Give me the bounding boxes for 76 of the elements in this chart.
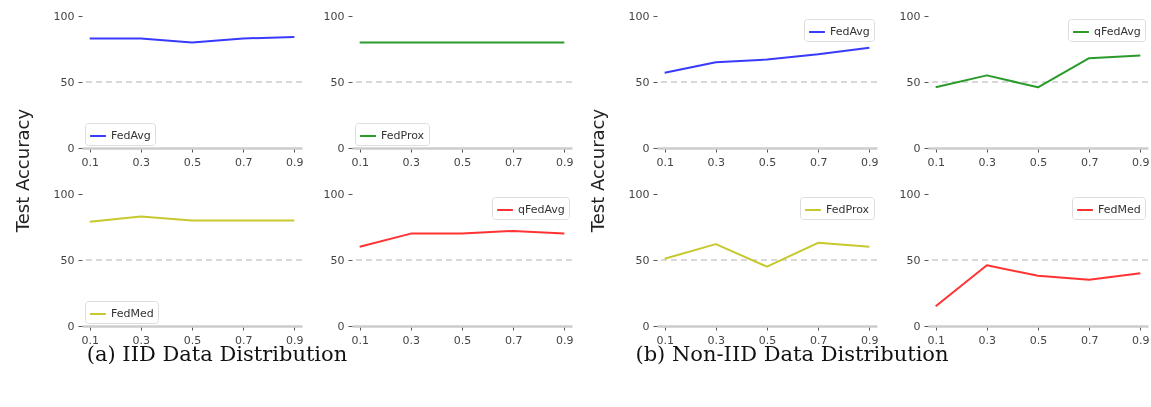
y-tick-label: 0 xyxy=(642,319,650,333)
x-tick-label: 0.3 xyxy=(978,155,997,169)
y-tick-label: 100 xyxy=(53,9,75,23)
x-tick-label: 0.3 xyxy=(402,155,421,169)
x-tick-label: 0.9 xyxy=(1132,333,1150,347)
y-tick-label: 50 xyxy=(906,75,921,89)
y-tick-label: 100 xyxy=(628,9,650,23)
x-tick-label: 0.5 xyxy=(758,155,777,169)
x-tick-label: 0.9 xyxy=(861,155,879,169)
x-tick-label: 0.3 xyxy=(132,155,151,169)
x-tick-label: 0.3 xyxy=(707,155,726,169)
x-tick-label: 0.5 xyxy=(183,155,202,169)
x-tick-label: 0.5 xyxy=(1029,333,1048,347)
x-tick-label: 0.5 xyxy=(758,333,777,347)
x-tick-label: 0.5 xyxy=(183,333,202,347)
x-tick-label: 0.3 xyxy=(707,333,726,347)
legend-label: FedMed xyxy=(1098,203,1141,216)
x-tick-label: 0.9 xyxy=(861,333,879,347)
line-series xyxy=(663,241,871,268)
x-tick-label: 0.1 xyxy=(656,155,674,169)
x-tick-label: 0.7 xyxy=(809,155,828,169)
legend-label: FedProx xyxy=(826,203,870,216)
y-tick-label: 100 xyxy=(53,187,75,201)
y-tick-label: 0 xyxy=(67,141,75,155)
x-tick-label: 0.7 xyxy=(504,333,523,347)
y-tick-label: 50 xyxy=(906,253,921,267)
x-tick-label: 0.9 xyxy=(286,155,304,169)
x-tick-label: 0.1 xyxy=(927,155,945,169)
x-tick-label: 0.9 xyxy=(556,333,574,347)
x-tick-label: 0.5 xyxy=(453,333,472,347)
y-axis-title: Test Accuracy xyxy=(11,107,33,235)
y-axis-title: Test Accuracy xyxy=(586,107,608,235)
x-tick-label: 0.5 xyxy=(453,155,472,169)
x-tick-label: 0.7 xyxy=(809,333,828,347)
x-tick-label: 0.7 xyxy=(504,155,523,169)
line-series xyxy=(934,54,1142,89)
x-tick-label: 0.7 xyxy=(1080,333,1099,347)
x-tick-label: 0.1 xyxy=(81,155,99,169)
y-tick-label: 50 xyxy=(635,253,650,267)
y-tick-label: 50 xyxy=(60,75,75,89)
y-tick-label: 100 xyxy=(323,187,345,201)
x-tick-label: 0.1 xyxy=(351,155,369,169)
legend-label: qFedAvg xyxy=(518,203,565,216)
y-tick-label: 50 xyxy=(60,253,75,267)
y-tick-label: 0 xyxy=(337,319,345,333)
y-tick-label: 0 xyxy=(913,319,921,333)
x-tick-label: 0.7 xyxy=(234,155,253,169)
line-series xyxy=(663,46,871,74)
y-tick-label: 50 xyxy=(635,75,650,89)
y-tick-label: 0 xyxy=(913,141,921,155)
line-series xyxy=(934,264,1142,308)
y-tick-label: 100 xyxy=(323,9,345,23)
legend-label: FedMed xyxy=(111,307,154,320)
legend-label: FedProx xyxy=(381,129,425,142)
x-tick-label: 0.9 xyxy=(556,155,574,169)
y-tick-label: 0 xyxy=(337,141,345,155)
x-tick-label: 0.7 xyxy=(1080,155,1099,169)
x-tick-label: 0.7 xyxy=(234,333,253,347)
y-tick-label: 100 xyxy=(899,187,921,201)
x-tick-label: 0.1 xyxy=(927,333,945,347)
x-tick-label: 0.3 xyxy=(132,333,151,347)
x-tick-label: 0.3 xyxy=(402,333,421,347)
x-tick-label: 0.3 xyxy=(978,333,997,347)
legend-label: qFedAvg xyxy=(1094,25,1141,38)
x-tick-label: 0.9 xyxy=(286,333,304,347)
legend-label: FedAvg xyxy=(111,129,151,142)
y-tick-label: 100 xyxy=(628,187,650,201)
y-tick-label: 0 xyxy=(642,141,650,155)
y-tick-label: 0 xyxy=(67,319,75,333)
x-tick-label: 0.9 xyxy=(1132,155,1150,169)
y-tick-label: 100 xyxy=(899,9,921,23)
x-tick-label: 0.5 xyxy=(1029,155,1048,169)
y-tick-label: 50 xyxy=(330,253,345,267)
legend-label: FedAvg xyxy=(830,25,870,38)
y-tick-label: 50 xyxy=(330,75,345,89)
x-tick-label: 0.1 xyxy=(351,333,369,347)
